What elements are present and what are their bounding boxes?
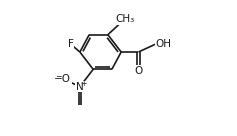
Text: OH: OH (156, 39, 172, 49)
Text: O: O (134, 66, 143, 76)
Text: −O: −O (54, 74, 71, 84)
Text: CH₃: CH₃ (115, 14, 135, 24)
Text: +: + (80, 79, 86, 88)
Text: N: N (76, 82, 84, 92)
Text: −: − (55, 72, 62, 81)
Text: F: F (68, 39, 73, 49)
